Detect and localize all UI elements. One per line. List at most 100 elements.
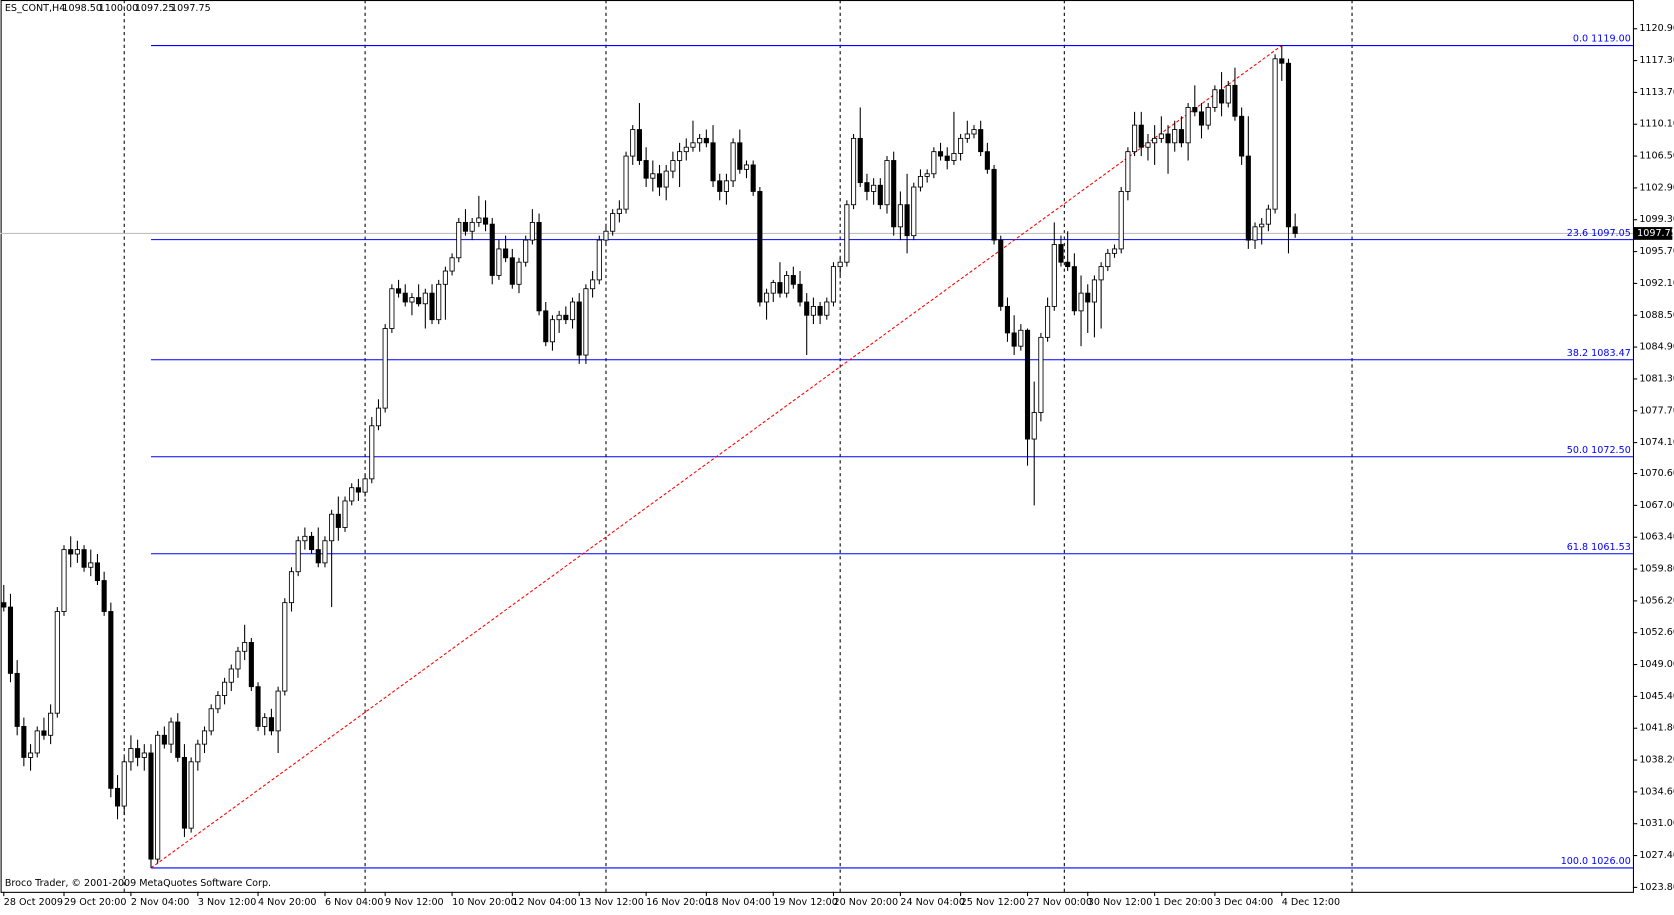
candle-body	[911, 186, 917, 237]
candle-body	[1018, 329, 1024, 347]
candle-body	[442, 270, 448, 285]
candle-body	[288, 571, 295, 604]
candle-body	[1145, 142, 1151, 148]
y-tick-label: 1120.90	[1639, 23, 1674, 34]
x-tick-label: 29 Oct 20:00	[64, 897, 126, 908]
candle-body	[375, 407, 382, 427]
candle-body	[1205, 107, 1211, 126]
candle-body	[877, 184, 883, 206]
candle-body	[924, 173, 930, 177]
plot-frame	[0, 0, 1634, 893]
y-tick-label: 1038.20	[1639, 755, 1674, 766]
candle-body	[1051, 244, 1057, 307]
x-tick-label: 18 Nov 04:00	[706, 897, 771, 908]
candle-body	[1292, 226, 1298, 234]
candle-body	[643, 160, 649, 179]
candle-body	[1219, 89, 1225, 104]
candle-body	[677, 151, 683, 161]
candle-body	[523, 239, 529, 263]
candle-body	[235, 650, 241, 670]
candle-body	[302, 535, 308, 542]
candle-body	[34, 730, 40, 754]
candle-body	[556, 314, 562, 321]
y-tick-label: 1049.00	[1639, 659, 1674, 670]
candle-body	[282, 602, 288, 692]
candle-body	[61, 549, 67, 612]
candle-body	[1091, 279, 1097, 303]
candle-body	[275, 690, 281, 732]
candle-body	[1111, 248, 1118, 254]
symbol: ES_CONT,H4	[5, 3, 66, 14]
candle-body	[770, 282, 776, 294]
candle-body	[1098, 266, 1104, 281]
candle-body	[1031, 412, 1037, 440]
candle-body	[503, 248, 509, 259]
candle-body	[516, 261, 522, 285]
candle-body	[549, 319, 556, 343]
candle-body	[469, 221, 475, 232]
candle-body	[1172, 129, 1178, 144]
candle-body	[496, 248, 502, 276]
candle-body	[1138, 124, 1144, 148]
y-tick-label: 1077.70	[1639, 405, 1674, 416]
candle-body	[944, 155, 950, 161]
y-tick-label: 1041.80	[1639, 723, 1674, 734]
candle-body	[683, 146, 689, 153]
candle-body	[201, 730, 208, 745]
candle-body	[964, 133, 970, 139]
y-tick-label: 1095.70	[1639, 246, 1674, 257]
header-value: 1097.25	[135, 3, 175, 14]
candle-body	[864, 182, 870, 192]
candle-body	[610, 213, 616, 232]
candle-body	[730, 142, 736, 182]
y-tick-label: 1110.10	[1639, 119, 1674, 130]
candle-body	[998, 239, 1004, 307]
fib-label: 23.6 1097.05	[1567, 228, 1631, 239]
candle-body	[74, 549, 80, 555]
candle-body	[54, 611, 60, 714]
candle-body	[1185, 107, 1191, 144]
candle-body	[1232, 84, 1238, 117]
candle-body	[335, 513, 341, 528]
candle-body	[1225, 84, 1231, 104]
candle-body	[797, 283, 803, 303]
candle-body	[1152, 137, 1158, 144]
candle-body	[121, 761, 127, 807]
candle-body	[837, 261, 843, 268]
candle-body	[817, 305, 823, 316]
candle-body	[1279, 58, 1285, 64]
candle-body	[436, 283, 442, 321]
candle-body	[917, 175, 924, 188]
candle-body	[978, 129, 984, 153]
candle-body	[824, 301, 830, 316]
y-tick-label: 1027.40	[1639, 850, 1674, 861]
candle-body	[1118, 191, 1124, 250]
candle-body	[101, 580, 107, 612]
candle-body	[757, 191, 763, 303]
y-tick-label: 1056.20	[1639, 595, 1674, 606]
candle-body	[21, 726, 27, 758]
candle-body	[155, 734, 161, 860]
y-tick-label: 1074.10	[1639, 437, 1674, 448]
x-tick-label: 24 Nov 04:00	[900, 897, 965, 908]
candle-body	[1132, 124, 1138, 153]
candle-body	[48, 712, 54, 736]
candle-body	[897, 204, 903, 228]
candle-body	[1158, 133, 1164, 139]
candle-body	[810, 305, 816, 316]
candle-body	[750, 164, 756, 192]
candle-body	[764, 292, 770, 303]
candle-body	[1125, 151, 1131, 192]
candle-body	[971, 129, 977, 135]
candle-body	[342, 500, 348, 528]
y-tick-label: 1052.60	[1639, 627, 1674, 638]
candle-body	[41, 730, 47, 736]
price-label-box	[1633, 227, 1673, 240]
candle-body	[382, 328, 388, 409]
candle-body	[904, 204, 910, 237]
candle-body	[362, 478, 368, 493]
candle-body	[1, 602, 7, 608]
candle-body	[135, 748, 141, 758]
candle-body	[395, 288, 402, 294]
y-tick-label: 1117.30	[1639, 55, 1674, 66]
